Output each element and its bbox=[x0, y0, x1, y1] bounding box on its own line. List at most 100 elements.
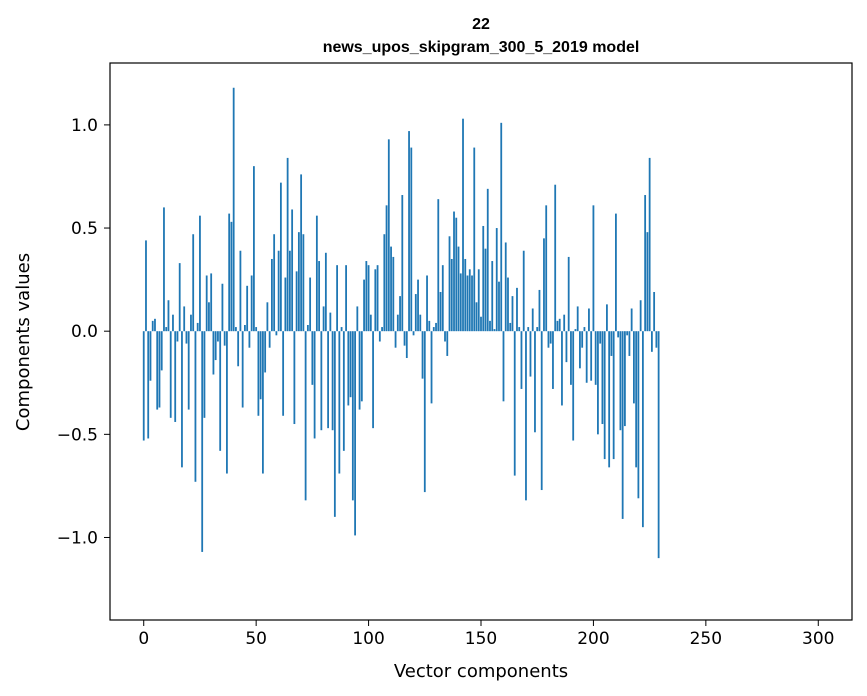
bar bbox=[279, 182, 282, 332]
bar bbox=[412, 331, 415, 336]
bar bbox=[273, 234, 276, 332]
x-tick-label: 100 bbox=[352, 629, 384, 649]
bar bbox=[486, 188, 489, 332]
bar bbox=[484, 248, 487, 332]
bar bbox=[327, 331, 329, 429]
bar bbox=[437, 199, 440, 332]
bar bbox=[641, 331, 644, 528]
bar bbox=[154, 318, 156, 332]
bar bbox=[639, 300, 642, 332]
bar bbox=[187, 331, 190, 410]
bar bbox=[657, 331, 660, 559]
bar bbox=[650, 331, 653, 352]
bar bbox=[306, 325, 309, 332]
bar bbox=[439, 291, 442, 332]
bar bbox=[246, 285, 249, 332]
bar bbox=[185, 331, 188, 344]
bar bbox=[257, 331, 260, 416]
bar bbox=[340, 327, 343, 332]
bar bbox=[630, 308, 633, 332]
bar bbox=[588, 308, 590, 332]
bar bbox=[210, 273, 213, 332]
y-tick-label: 0.5 bbox=[71, 219, 98, 239]
bar bbox=[536, 327, 539, 332]
bar bbox=[547, 331, 550, 348]
bar bbox=[365, 261, 368, 332]
y-axis-label: Components values bbox=[13, 253, 34, 431]
bar bbox=[145, 240, 147, 332]
bar bbox=[381, 327, 383, 332]
bar bbox=[174, 331, 177, 422]
bar bbox=[142, 331, 145, 441]
bar bbox=[230, 221, 233, 332]
bar bbox=[228, 213, 231, 332]
bar bbox=[579, 331, 581, 369]
bar bbox=[358, 331, 361, 410]
bar bbox=[590, 331, 593, 381]
bar bbox=[635, 331, 638, 468]
bar bbox=[363, 279, 365, 332]
x-tick-label: 0 bbox=[138, 629, 149, 649]
bar bbox=[473, 147, 476, 332]
x-tick-label: 200 bbox=[577, 629, 609, 649]
bar bbox=[450, 258, 453, 332]
bar bbox=[628, 331, 631, 356]
bar bbox=[655, 331, 658, 348]
bar bbox=[338, 331, 341, 474]
bar bbox=[396, 314, 399, 332]
bar bbox=[286, 157, 289, 332]
bar bbox=[570, 331, 572, 385]
chart-title-model: news_upos_skipgram_300_5_2019 model bbox=[323, 39, 640, 56]
bar bbox=[534, 331, 536, 433]
bar bbox=[149, 331, 152, 381]
bar bbox=[561, 331, 563, 406]
bar bbox=[540, 331, 543, 491]
bar bbox=[493, 329, 496, 332]
bar bbox=[462, 118, 464, 332]
bar bbox=[158, 331, 161, 408]
y-tick-label: 0.0 bbox=[71, 322, 98, 342]
bar bbox=[621, 331, 624, 519]
bar bbox=[394, 331, 397, 348]
bar bbox=[446, 331, 449, 356]
bar bbox=[498, 281, 500, 332]
bar bbox=[223, 331, 226, 346]
bar bbox=[345, 265, 347, 332]
bar bbox=[554, 184, 557, 332]
bar bbox=[491, 261, 494, 332]
bar bbox=[464, 258, 467, 332]
bar bbox=[581, 331, 584, 348]
bar bbox=[264, 331, 267, 373]
bar bbox=[160, 331, 163, 371]
bar bbox=[167, 300, 170, 332]
bar bbox=[592, 205, 595, 332]
bar bbox=[531, 308, 534, 332]
bar bbox=[203, 331, 206, 418]
bar bbox=[511, 296, 514, 332]
bar bbox=[538, 289, 541, 332]
bar bbox=[601, 331, 604, 425]
bar bbox=[518, 327, 521, 332]
bar bbox=[466, 275, 469, 332]
bar bbox=[190, 314, 192, 332]
bar bbox=[421, 331, 424, 379]
x-axis-ticks: 0 50 100 150 200 250 300 bbox=[138, 620, 834, 649]
bar bbox=[183, 306, 186, 332]
bar bbox=[401, 195, 404, 332]
y-tick-label: −0.5 bbox=[57, 425, 98, 445]
bar bbox=[237, 331, 240, 367]
bar bbox=[608, 331, 611, 468]
bar bbox=[502, 331, 505, 402]
bar bbox=[282, 331, 285, 416]
bar bbox=[288, 250, 291, 332]
bar bbox=[266, 302, 269, 332]
bar bbox=[405, 331, 408, 359]
bar bbox=[196, 322, 199, 332]
bar bbox=[480, 316, 482, 332]
bar bbox=[176, 331, 179, 342]
bar bbox=[556, 320, 559, 332]
bar bbox=[468, 269, 471, 332]
bar bbox=[444, 331, 446, 342]
bar bbox=[354, 331, 356, 536]
bar bbox=[324, 252, 327, 332]
